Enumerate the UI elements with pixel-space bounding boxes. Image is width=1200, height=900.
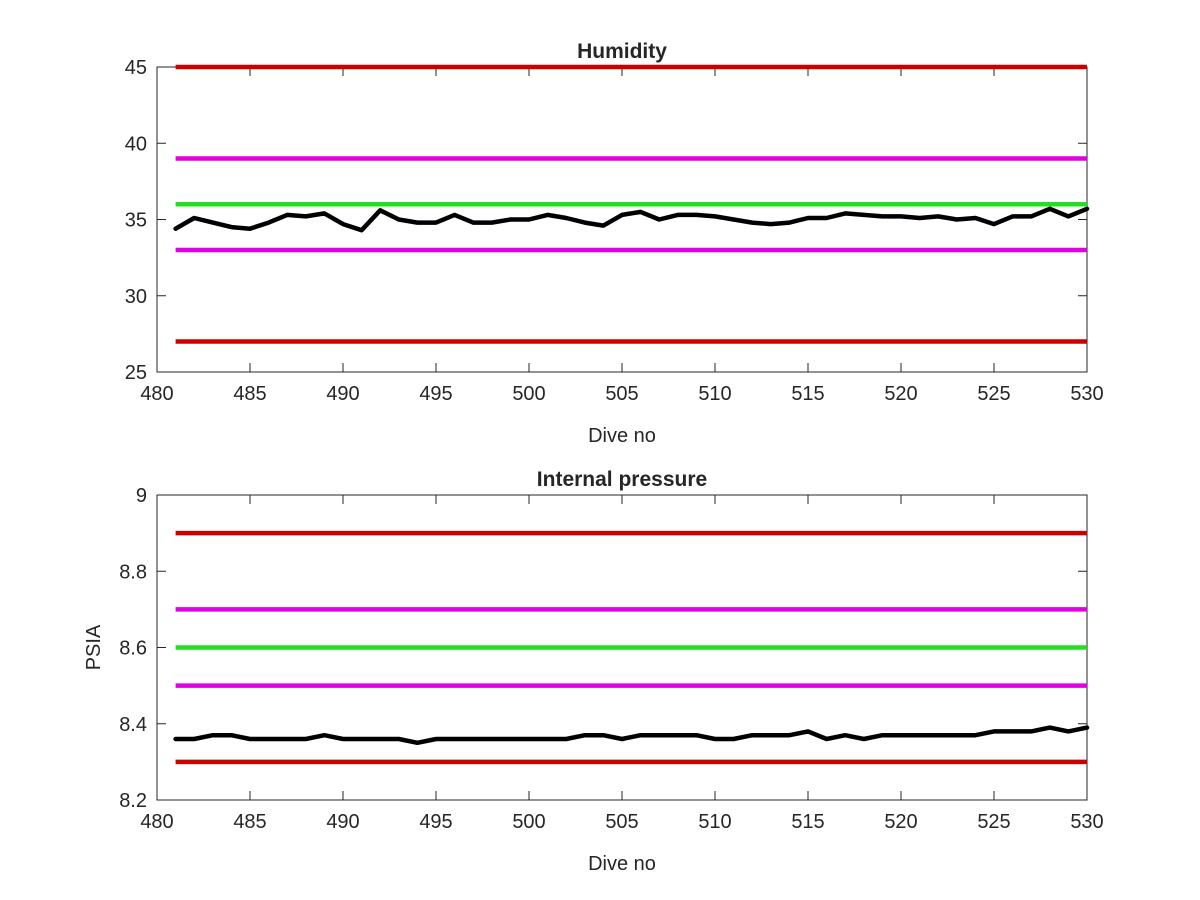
chart-title: Internal pressure bbox=[537, 468, 707, 491]
x-tick-label: 490 bbox=[326, 383, 359, 405]
series-line bbox=[173, 725, 1090, 746]
y-axis-label: PSIA bbox=[83, 624, 105, 670]
x-tick-label: 510 bbox=[698, 811, 731, 833]
x-tick-label: 505 bbox=[605, 811, 638, 833]
y-tick-label: 45 bbox=[125, 57, 147, 79]
x-tick-label: 525 bbox=[977, 811, 1010, 833]
humidity-plot: 480 485 490 495 500 505 510 515 520 525 530 25 30 35 4… bbox=[125, 40, 1104, 447]
x-tick-label: 505 bbox=[605, 383, 638, 405]
x-tick-label: 530 bbox=[1070, 383, 1103, 405]
x-tick-label: 485 bbox=[233, 383, 266, 405]
y-tick-label: 8.2 bbox=[119, 790, 147, 812]
y-tick-label: 9 bbox=[136, 485, 147, 507]
x-tick-label: 480 bbox=[140, 383, 173, 405]
x-tick-label: 480 bbox=[140, 811, 173, 833]
x-axis-label: Dive no bbox=[588, 853, 656, 875]
x-tick-label: 495 bbox=[419, 811, 452, 833]
x-axis-label: Dive no bbox=[588, 425, 656, 447]
y-tick-label: 25 bbox=[125, 362, 147, 384]
x-tick-label: 485 bbox=[233, 811, 266, 833]
internal-pressure-plot: 480 485 490 495 500 505 510 515 520 525 530 8.2 8.4 8… bbox=[83, 468, 1104, 875]
x-tick-label: 500 bbox=[512, 383, 545, 405]
series-line bbox=[173, 206, 1090, 233]
x-tick-label: 515 bbox=[791, 811, 824, 833]
x-tick-label: 495 bbox=[419, 383, 452, 405]
x-tick-label: 490 bbox=[326, 811, 359, 833]
y-tick-label: 40 bbox=[125, 133, 147, 155]
x-tick-label: 515 bbox=[791, 383, 824, 405]
x-tick-label: 520 bbox=[884, 811, 917, 833]
x-tick-label: 530 bbox=[1070, 811, 1103, 833]
x-tick-label: 500 bbox=[512, 811, 545, 833]
y-tick-label: 30 bbox=[125, 286, 147, 308]
y-tick-label: 35 bbox=[125, 210, 147, 232]
x-tick-label: 520 bbox=[884, 383, 917, 405]
y-tick-label: 8.6 bbox=[119, 638, 147, 660]
y-tick-label: 8.4 bbox=[119, 714, 147, 736]
x-tick-label: 510 bbox=[698, 383, 731, 405]
x-tick-label: 525 bbox=[977, 383, 1010, 405]
y-tick-label: 8.8 bbox=[119, 561, 147, 583]
chart-title: Humidity bbox=[577, 40, 667, 63]
